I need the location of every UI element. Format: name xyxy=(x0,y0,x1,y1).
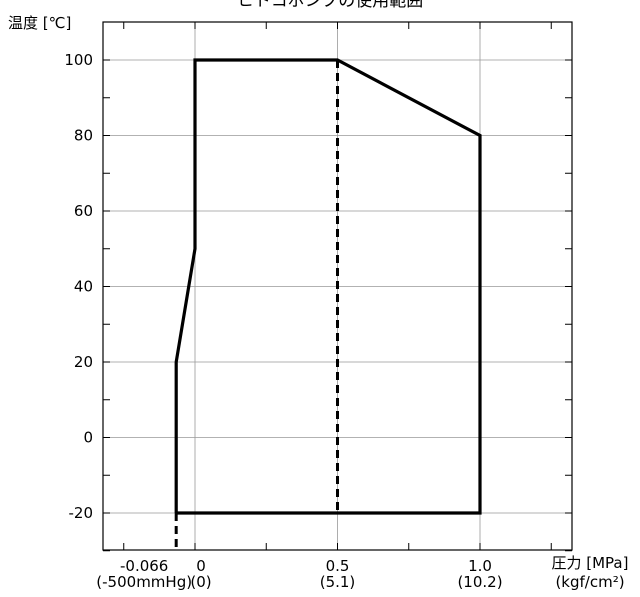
y-tick-label: 100 xyxy=(64,51,93,69)
x-axis-title: 圧力 [MPa] xyxy=(552,554,629,572)
y-tick-label: 80 xyxy=(74,127,93,145)
y-tick-label: 60 xyxy=(74,202,93,220)
y-tick-label: 40 xyxy=(74,278,93,296)
x-tick-label: 0.5 xyxy=(326,557,350,575)
x-tick-label: 0 xyxy=(196,557,206,575)
y-tick-label: 20 xyxy=(74,353,93,371)
x-tick-label: -0.066 xyxy=(120,557,168,575)
x-tick-label: 1.0 xyxy=(468,557,492,575)
series-group xyxy=(174,58,482,551)
x-tick-labels: -0.066(-500mmHg)0(0) 0.5(5.1) 1.0(10.2) xyxy=(96,557,502,591)
y-axis-title: 温度 [℃] xyxy=(8,14,71,32)
ticks xyxy=(103,22,572,552)
chart-title: ヒトコポンプの使用範囲 xyxy=(237,0,424,11)
x-axis-subtitle: (kgf/cm²) xyxy=(555,573,624,591)
x-tick-sublabel: (5.1) xyxy=(320,573,356,591)
y-tick-label: 0 xyxy=(83,429,93,447)
x-tick-sublabel: (10.2) xyxy=(457,573,502,591)
operating-range-line xyxy=(174,58,482,515)
y-tick-labels: -20 0 20 40 60 80 100 xyxy=(64,51,93,522)
x-tick-sublabel: (0) xyxy=(190,573,211,591)
x-tick-sublabel: (-500mmHg) xyxy=(96,573,192,591)
y-tick-label: -20 xyxy=(69,504,94,522)
